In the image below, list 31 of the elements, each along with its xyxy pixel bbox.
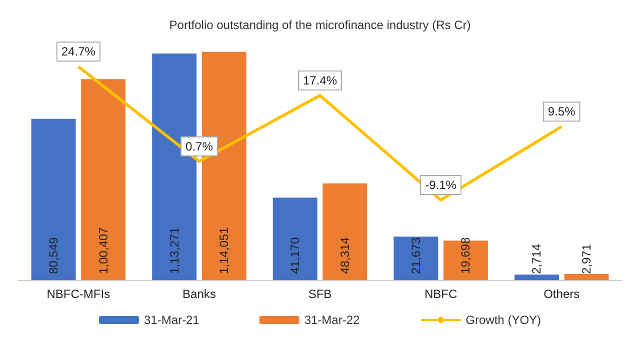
data-label: 1,00,407 <box>96 226 110 274</box>
data-label: 17.4% <box>302 73 338 88</box>
legend-label: 31-Mar-22 <box>304 313 360 327</box>
bar <box>564 274 609 280</box>
data-label: 48,314 <box>338 236 352 274</box>
data-label: 21,673 <box>408 236 423 274</box>
bar <box>394 236 438 280</box>
legend-label: 31-Mar-21 <box>144 313 200 327</box>
data-label: 1,13,271 <box>167 226 182 274</box>
data-label: 24.7% <box>61 44 96 59</box>
data-label: -9.1% <box>425 178 457 192</box>
legend-label: Growth (YOY) <box>466 313 542 327</box>
data-label: 9.5% <box>548 104 576 119</box>
data-label: 2,971 <box>579 244 594 274</box>
bar <box>81 79 126 280</box>
x-tick-label: NBFC <box>424 287 458 301</box>
data-label: 2,714 <box>530 244 544 274</box>
bar <box>514 274 559 280</box>
x-tick-label: Banks <box>182 287 216 301</box>
bar <box>31 118 76 280</box>
data-label: 0.7% <box>186 139 214 154</box>
data-label: 41,170 <box>288 236 302 274</box>
x-tick-label: Others <box>544 287 580 301</box>
x-tick-label: NBFC-MFIs <box>46 287 110 301</box>
data-label: 1,14,051 <box>217 226 232 274</box>
bar <box>322 183 368 280</box>
data-label: 80,549 <box>46 236 61 274</box>
x-tick-label: SFB <box>308 287 332 301</box>
data-label: 19,698 <box>458 236 473 274</box>
bar <box>272 198 318 280</box>
chart-title: Portfolio outstanding of the microfinance industry (Rs Cr) <box>169 18 471 32</box>
